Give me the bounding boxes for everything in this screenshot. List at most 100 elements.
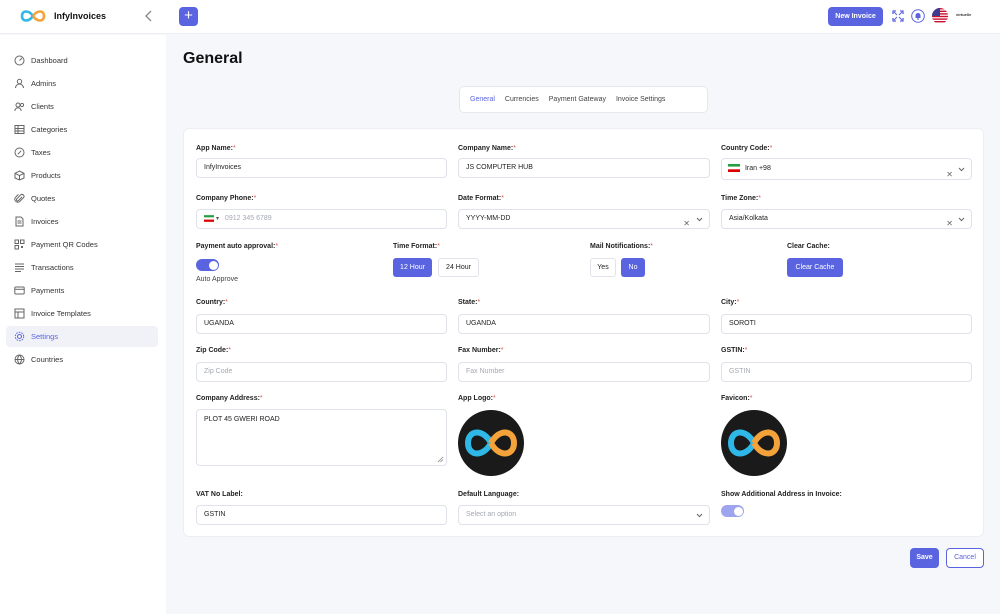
app-name-input[interactable]: InfyInvoices: [196, 158, 447, 178]
sidebar-item-label: Products: [31, 171, 61, 180]
fullscreen-icon[interactable]: [891, 9, 905, 23]
tab-invoice-settings[interactable]: Invoice Settings: [615, 96, 666, 103]
zip-code-label: Zip Code:*: [196, 347, 232, 354]
infinity-logo-icon: [464, 429, 518, 457]
company-address-textarea[interactable]: PLOT 45 GWERI ROAD: [196, 409, 447, 466]
date-format-value: YYYY-MM-DD: [466, 215, 511, 222]
time-format-12-hour-button[interactable]: 12 Hour: [393, 258, 432, 277]
tab-payment-gateway[interactable]: Payment Gateway: [548, 96, 606, 103]
quick-add-button[interactable]: +: [179, 7, 198, 26]
show-additional-address-toggle[interactable]: [721, 505, 744, 517]
country-input[interactable]: UGANDA: [196, 314, 447, 334]
cancel-button[interactable]: Cancel: [946, 548, 984, 568]
new-invoice-button[interactable]: New Invoice: [828, 7, 883, 26]
app-name: InfyInvoices: [54, 11, 107, 21]
sidebar-item-transactions[interactable]: Transactions: [6, 257, 158, 278]
sidebar-item-admins[interactable]: Admins: [6, 73, 158, 94]
favicon-label: Favicon:*: [721, 395, 753, 402]
sidebar-item-label: Payment QR Codes: [31, 240, 98, 249]
us-flag-icon[interactable]: [932, 8, 948, 24]
time-format-24-hour-button[interactable]: 24 Hour: [438, 258, 479, 277]
time-format-label: Time Format:*: [393, 243, 440, 250]
state-label: State:*: [458, 299, 481, 306]
sidebar-item-label: Quotes: [31, 194, 56, 203]
sidebar-item-label: Invoices: [31, 217, 59, 226]
gstin-label: GSTIN:*: [721, 347, 748, 354]
company-name-label: Company Name:*: [458, 145, 516, 152]
tax-icon: [14, 147, 25, 158]
default-language-placeholder: Select an option: [466, 511, 517, 518]
tab-general[interactable]: General: [470, 96, 495, 103]
mail-notifications-yes-button[interactable]: Yes: [590, 258, 616, 277]
save-button[interactable]: Save: [910, 548, 939, 568]
fax-number-input[interactable]: Fax Number: [458, 362, 710, 382]
chevron-down-icon[interactable]: [958, 216, 965, 223]
city-label: City:*: [721, 299, 740, 306]
clear-icon[interactable]: ✕: [946, 219, 953, 228]
sidebar-item-dashboard[interactable]: Dashboard: [6, 50, 158, 71]
city-input[interactable]: SOROTI: [721, 314, 972, 334]
sidebar-item-payment-qr-codes[interactable]: Payment QR Codes: [6, 234, 158, 255]
payment-auto-approval-label: Payment auto approval:*: [196, 243, 279, 250]
mail-notifications-label: Mail Notifications:*: [590, 243, 654, 250]
country-code-select[interactable]: Iran +98 ✕: [721, 158, 972, 180]
mail-notifications-no-button[interactable]: No: [621, 258, 645, 277]
gstin-input[interactable]: GSTIN: [721, 362, 972, 382]
default-language-select[interactable]: Select an option: [458, 505, 710, 525]
vat-no-label-label: VAT No Label:: [196, 491, 243, 498]
date-format-select[interactable]: YYYY-MM-DD ✕: [458, 209, 710, 229]
clear-cache-button[interactable]: Clear Cache: [787, 258, 843, 277]
state-input[interactable]: UGANDA: [458, 314, 710, 334]
sidebar-item-payments[interactable]: Payments: [6, 280, 158, 301]
app-logo-image[interactable]: [458, 410, 524, 476]
clear-cache-label: Clear Cache:: [787, 243, 830, 250]
chevron-down-icon[interactable]: [958, 166, 965, 173]
sidebar-item-label: Countries: [31, 355, 64, 364]
sidebar-item-invoice-templates[interactable]: Invoice Templates: [6, 303, 158, 324]
clear-icon[interactable]: ✕: [946, 170, 953, 179]
file-icon: [14, 216, 25, 227]
sidebar-item-invoices[interactable]: Invoices: [6, 211, 158, 232]
auto-approve-text: Auto Approve: [196, 276, 239, 283]
infinity-logo-icon: [20, 10, 46, 22]
vat-no-label-input[interactable]: GSTIN: [196, 505, 447, 525]
gear-icon: [14, 331, 25, 342]
clear-icon[interactable]: ✕: [683, 219, 690, 228]
brand[interactable]: InfyInvoices: [20, 9, 106, 23]
show-additional-address-label: Show Additional Address in Invoice:: [721, 491, 842, 498]
chevron-down-icon[interactable]: [696, 216, 703, 223]
resize-handle-icon[interactable]: [437, 456, 444, 463]
favicon-image[interactable]: [721, 410, 787, 476]
sidebar-item-settings[interactable]: Settings: [6, 326, 158, 347]
bell-icon[interactable]: [911, 9, 925, 23]
zip-code-input[interactable]: Zip Code: [196, 362, 447, 382]
company-name-input[interactable]: JS COMPUTER HUB: [458, 158, 710, 178]
sidebar-item-quotes[interactable]: Quotes: [6, 188, 158, 209]
dropdown-caret-icon[interactable]: ▾: [215, 216, 219, 222]
sidebar-item-taxes[interactable]: Taxes: [6, 142, 158, 163]
time-zone-select[interactable]: Asia/Kolkata ✕: [721, 209, 972, 229]
auto-approve-toggle[interactable]: [196, 259, 219, 271]
company-phone-input[interactable]: ▾ 0912 345 6789: [196, 209, 447, 229]
chevron-left-icon[interactable]: [143, 9, 155, 23]
box-icon: [14, 170, 25, 181]
iran-flag-icon: [728, 164, 740, 173]
fax-number-label: Fax Number:*: [458, 347, 504, 354]
list-icon: [14, 124, 25, 135]
company-address-label: Company Address:*: [196, 395, 263, 402]
sidebar-item-label: Clients: [31, 102, 54, 111]
company-phone-placeholder: 0912 345 6789: [224, 215, 272, 222]
tab-currencies[interactable]: Currencies: [504, 96, 539, 103]
chevron-down-icon[interactable]: [696, 512, 703, 519]
sidebar-item-categories[interactable]: Categories: [6, 119, 158, 140]
sidebar-item-products[interactable]: Products: [6, 165, 158, 186]
sidebar-item-clients[interactable]: Clients: [6, 96, 158, 117]
sidebar: Dashboard Admins Clients Categories Taxe…: [0, 35, 166, 614]
sidebar-item-label: Dashboard: [31, 56, 68, 65]
country-label: Country:*: [196, 299, 228, 306]
sidebar-item-label: Taxes: [31, 148, 51, 157]
sidebar-item-countries[interactable]: Countries: [6, 349, 158, 370]
app-logo-label: App Logo:*: [458, 395, 496, 402]
page-title: General: [183, 50, 243, 67]
user-avatar[interactable]: virtuelle: [956, 12, 972, 17]
